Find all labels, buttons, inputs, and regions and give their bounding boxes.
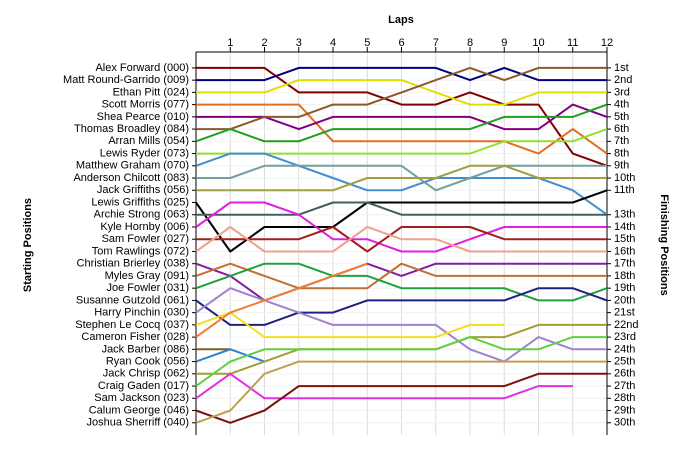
y-tick-label: Christian Brierley (038) <box>77 258 189 270</box>
y2-tick-label: 29th <box>614 404 635 416</box>
y2-tick-label: 3rd <box>614 86 630 98</box>
y-tick-label: Tom Rawlings (072) <box>92 245 189 257</box>
y2-tick-label: 17th <box>614 258 635 270</box>
y-tick-label: Calum George (046) <box>89 404 189 416</box>
lap-line <box>196 66 607 82</box>
y-tick-label: Joshua Sherriff (040) <box>86 417 189 429</box>
y-tick-label: Archie Strong (063) <box>94 209 189 221</box>
y-tick-label: Harry Pinchin (030) <box>94 307 189 319</box>
lap-line <box>195 336 607 387</box>
lap-line <box>195 360 607 424</box>
x-tick-label: 12 <box>601 37 613 49</box>
y2-tick-label: 24th <box>614 343 635 355</box>
y-tick-label: Joe Fowler (031) <box>106 282 189 294</box>
x-tick-label: 2 <box>261 37 267 49</box>
x-tick-label: 4 <box>330 37 336 49</box>
lap-line <box>195 287 608 326</box>
y2-tick-label: 18th <box>614 270 635 282</box>
y-tick-label: Alex Forward (000) <box>95 62 189 74</box>
y-tick-label: Sam Fowler (027) <box>102 233 189 245</box>
y2-tick-label: 28th <box>614 392 635 404</box>
lap-line <box>196 226 607 253</box>
y-tick-label: Shea Pearce (010) <box>97 111 189 123</box>
y2-tick-label: 27th <box>614 380 635 392</box>
x-tick-label: 3 <box>296 37 302 49</box>
y2-tick-label: 13th <box>614 209 635 221</box>
y-tick-label: Sam Jackson (023) <box>94 392 189 404</box>
lap-line <box>195 348 265 363</box>
y2-tick-label: 15th <box>614 233 635 245</box>
y-tick-label: Anderson Chilcott (083) <box>73 172 189 184</box>
lap-line <box>196 164 607 192</box>
lap-line <box>195 372 573 400</box>
y2-tick-label: 7th <box>614 135 629 147</box>
x-tick-label: 5 <box>364 37 370 49</box>
y2-tick-label: 16th <box>614 245 635 257</box>
y-tick-label: Myles Gray (091) <box>105 270 189 282</box>
lap-line <box>195 226 607 253</box>
y-tick-label: Jack Griffiths (056) <box>97 184 189 196</box>
y2-tick-label: 10th <box>614 172 635 184</box>
x-tick-label: 8 <box>467 37 473 49</box>
x-tick-label: 11 <box>567 37 578 49</box>
y2-tick-label: 11th <box>614 184 635 196</box>
y-tick-label: Jack Chrisp (062) <box>103 368 189 380</box>
y-tick-label: Lewis Ryder (073) <box>100 147 189 159</box>
lap-line <box>195 372 607 424</box>
y2-tick-label: 21st <box>614 307 635 319</box>
y-tick-label: Matt Round-Garrido (009) <box>63 74 189 86</box>
lap-line <box>196 164 607 192</box>
y-tick-label: Kyle Hornby (006) <box>100 221 189 233</box>
lap-line <box>195 103 608 143</box>
y2-tick-label: 30th <box>614 417 635 429</box>
y2-tick-label: 4th <box>614 99 629 111</box>
y2-tick-label: 20th <box>614 294 635 306</box>
y-tick-label: Susanne Gutzold (061) <box>76 294 189 306</box>
y2-tick-label: 9th <box>614 160 629 172</box>
lap-line <box>196 201 607 216</box>
y-tick-label: Matthew Graham (070) <box>76 160 189 172</box>
x-tick-label: 6 <box>398 37 404 49</box>
y2-tick-label: 2nd <box>614 74 632 86</box>
y2-tick-label: 6th <box>614 123 629 135</box>
y-tick-label: Stephen Le Cocq (037) <box>75 319 189 331</box>
y2-tick-label: 5th <box>614 111 629 123</box>
y2-tick-label: 8th <box>614 147 629 159</box>
x-tick-label: 1 <box>227 37 233 49</box>
lap-line <box>195 262 368 338</box>
y-tick-label: Ryan Cook (056) <box>106 355 189 367</box>
y-axis-title: Starting Positions <box>22 198 34 292</box>
x-tick-label: 7 <box>433 37 439 49</box>
lap-line <box>196 103 608 155</box>
y2-tick-label: 22nd <box>614 319 638 331</box>
lap-line <box>196 66 608 167</box>
y2-tick-label: 23rd <box>614 331 636 343</box>
y-tick-label: Jack Barber (086) <box>102 343 189 355</box>
y-tick-label: Ethan Pitt (024) <box>113 86 189 98</box>
lap-line <box>196 79 607 106</box>
chart-title: Laps <box>388 14 414 26</box>
lap-line <box>195 262 608 302</box>
y-tick-label: Scott Morris (077) <box>102 99 189 111</box>
x-tick-label: 10 <box>532 37 544 49</box>
y-tick-label: Thomas Broadley (084) <box>74 123 189 135</box>
lap-line <box>196 66 607 131</box>
y-tick-label: Arran Mills (054) <box>108 135 189 147</box>
y-tick-label: Cameron Fisher (028) <box>81 331 189 343</box>
y2-tick-label: 14th <box>614 221 635 233</box>
y2-tick-label: 19th <box>614 282 635 294</box>
lap-line <box>195 201 607 253</box>
lap-line <box>195 189 608 253</box>
y-tick-label: Craig Gaden (017) <box>98 380 189 392</box>
lap-line <box>195 262 607 290</box>
y-tick-label: Lewis Griffiths (025) <box>91 196 189 208</box>
lap-line <box>195 311 505 339</box>
y2-tick-label: 1st <box>614 62 629 74</box>
y2-tick-label: 26th <box>614 368 635 380</box>
y2-tick-label: 25th <box>614 355 635 367</box>
y2-axis-title: Finishing Positions <box>658 194 670 295</box>
x-tick-label: 9 <box>501 37 507 49</box>
